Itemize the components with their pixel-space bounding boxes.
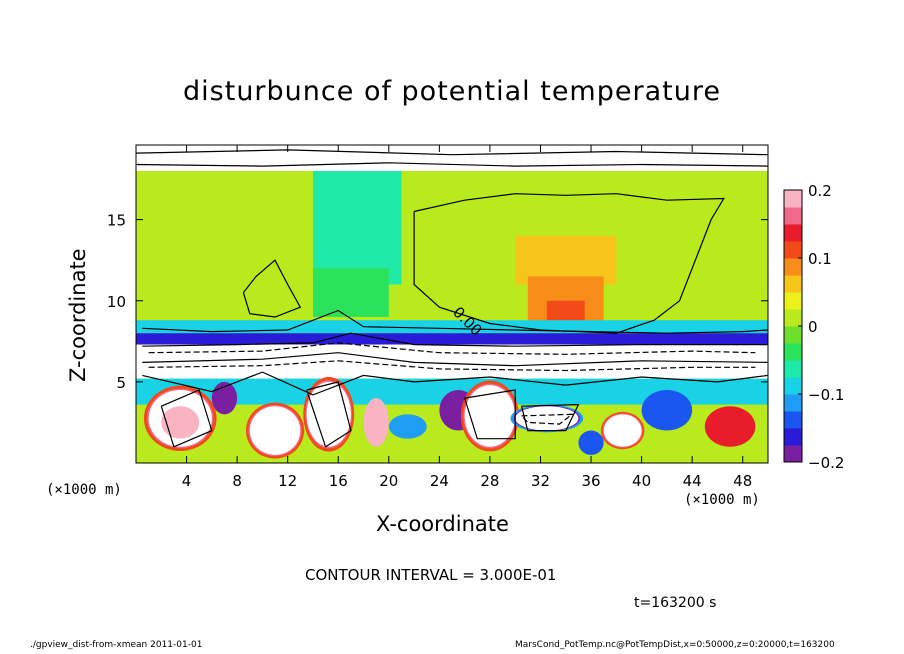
field-cell-4 <box>363 398 389 447</box>
field-region-8 <box>136 333 768 345</box>
field-cell-8 <box>603 414 642 447</box>
x-tick-label-44: 44 <box>683 472 702 490</box>
y-tick-label-10: 10 <box>107 293 126 311</box>
contour-lines <box>136 149 768 448</box>
colorbar-swatch-8 <box>784 309 802 327</box>
contour-line-2 <box>142 309 768 334</box>
field-region-2 <box>312 170 402 285</box>
colorbar-swatch-13 <box>784 224 802 242</box>
contour-line-0 <box>413 193 725 334</box>
x-axis-unit: (×1000 m) <box>684 492 760 508</box>
field-region-1 <box>136 170 768 285</box>
contour-line-6 <box>160 389 213 448</box>
contour-line-10 <box>136 162 768 167</box>
y-tick-label-5: 5 <box>116 374 126 392</box>
field-cell-11 <box>211 381 238 415</box>
footer-script-info: ./gpview_dist-from-xmean 2011-01-01 <box>30 640 203 650</box>
y-tick-label-15: 15 <box>107 212 126 230</box>
field-cell-3 <box>306 381 351 447</box>
field-cell-2 <box>249 406 301 455</box>
field-region-7 <box>136 320 768 334</box>
x-axis-label: X-coordinate <box>376 512 509 536</box>
x-tick-label-40: 40 <box>632 472 651 490</box>
x-axis: 4 8 12 16 20 24 28 32 36 40 44 48 <box>182 145 752 490</box>
contour-line-1 <box>242 259 302 318</box>
colorbar-swatch-3 <box>784 394 802 412</box>
contour-line-5 <box>142 371 768 396</box>
colorbar-swatch-9 <box>784 292 802 310</box>
footer-file-info: MarsCond_PotTemp.nc@PotTempDist,x=0:5000… <box>515 640 835 650</box>
colorbar-swatch-12 <box>784 241 802 259</box>
contour-line-4 <box>142 352 768 367</box>
field-cell-10 <box>704 406 756 447</box>
x-tick-label-28: 28 <box>480 472 499 490</box>
colorbar-swatch-0 <box>784 445 802 463</box>
x-tick-label-8: 8 <box>232 472 242 490</box>
x-tick-label-36: 36 <box>581 472 600 490</box>
dashed-contour-2 <box>521 413 574 425</box>
contour-line-8 <box>464 389 516 440</box>
x-tick-label-32: 32 <box>531 472 550 490</box>
y-axis-label: Z-coordinate <box>66 248 90 382</box>
colorbar-tick-label-4: −0.2 <box>808 454 844 472</box>
colorbar-swatch-7 <box>784 326 802 344</box>
colorbar-tick-label-1: 0.1 <box>808 250 832 268</box>
y-axis-unit: (×1000 m) <box>46 482 122 498</box>
contour-line-3 <box>142 332 768 347</box>
x-tick-label-48: 48 <box>733 472 752 490</box>
field-cell-12 <box>388 414 427 439</box>
colorbar-swatch-4 <box>784 377 802 395</box>
field-cell-13 <box>578 430 604 455</box>
x-tick-label-12: 12 <box>278 472 297 490</box>
colorbar-swatch-11 <box>784 258 802 276</box>
colorbar-swatch-6 <box>784 343 802 361</box>
colorbar: 0.2 0.1 0 −0.1 −0.2 <box>783 182 844 472</box>
colorbar-tick-label-3: −0.1 <box>808 386 844 404</box>
contour-line-9 <box>520 403 580 432</box>
colorbar-tick-label-2: 0 <box>808 318 818 336</box>
field-regions <box>136 145 768 463</box>
field-cell-7 <box>515 406 579 431</box>
dashed-contour-0 <box>148 342 756 355</box>
contour-interval-text: CONTOUR INTERVAL = 3.000E-01 <box>305 566 557 584</box>
field-cell-1 <box>161 406 200 439</box>
colorbar-swatch-10 <box>784 275 802 293</box>
field-region-11 <box>136 145 768 171</box>
contour-line-7 <box>306 381 352 448</box>
x-tick-label-16: 16 <box>329 472 348 490</box>
colorbar-swatch-2 <box>784 411 802 429</box>
colorbar-swatch-5 <box>784 360 802 378</box>
field-cell-9 <box>641 389 693 431</box>
field-cell-6 <box>464 385 516 447</box>
plot-area: 0.00 <box>135 144 769 464</box>
time-label: t=163200 s <box>634 595 717 611</box>
dashed-contour-1 <box>148 360 756 372</box>
y-axis: 5 10 15 <box>107 212 768 392</box>
x-tick-label-20: 20 <box>379 472 398 490</box>
colorbar-tick-label-0: 0.2 <box>808 182 832 200</box>
plot-frame <box>135 144 769 464</box>
colorbar-swatch-15 <box>784 190 802 208</box>
x-tick-label-24: 24 <box>430 472 449 490</box>
chart-title: disturbunce of potential temperature <box>183 76 721 107</box>
colorbar-swatch-1 <box>784 428 802 446</box>
x-tick-label-4: 4 <box>182 472 192 490</box>
field-region-3 <box>312 268 389 317</box>
colorbar-swatch-14 <box>784 207 802 225</box>
